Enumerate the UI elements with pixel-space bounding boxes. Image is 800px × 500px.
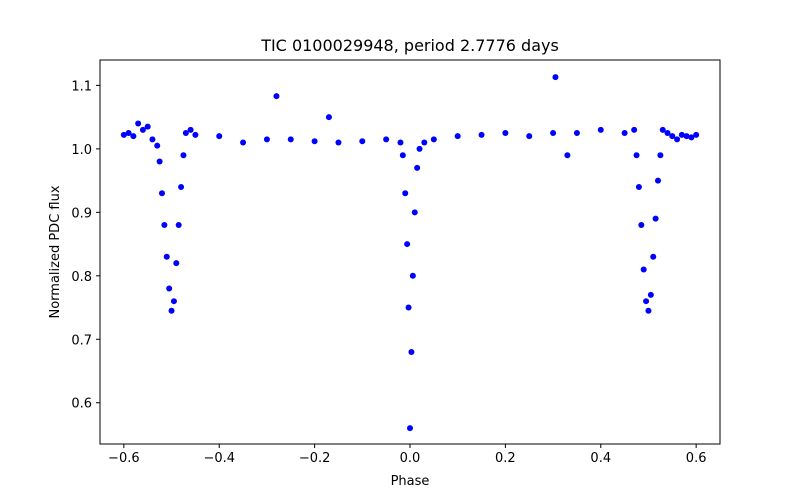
data-point — [638, 222, 645, 229]
data-point — [399, 152, 406, 159]
data-point — [552, 74, 559, 81]
data-point — [502, 129, 509, 136]
data-point — [631, 126, 638, 133]
data-point — [655, 177, 661, 184]
x-tick-label: −0.4 — [203, 451, 235, 466]
data-point — [159, 190, 165, 197]
data-point — [163, 253, 170, 260]
data-point — [408, 348, 415, 355]
data-point — [688, 134, 695, 141]
data-point — [187, 126, 194, 133]
data-point — [287, 136, 294, 143]
data-point — [161, 222, 168, 229]
data-point — [180, 152, 187, 159]
data-point — [693, 131, 700, 138]
x-tick-label: 0.6 — [686, 451, 707, 466]
data-point — [166, 285, 173, 292]
data-point — [273, 93, 280, 100]
data-point — [454, 133, 461, 140]
data-point — [130, 133, 137, 140]
data-point — [674, 136, 681, 143]
data-points — [120, 74, 700, 432]
x-tick-label: 0.0 — [400, 451, 421, 466]
y-tick-label: 1.0 — [71, 143, 92, 158]
data-point — [335, 139, 342, 146]
data-point — [383, 136, 390, 143]
data-point — [650, 253, 657, 260]
y-tick-label: 0.9 — [71, 206, 92, 221]
data-point — [573, 129, 580, 136]
data-point — [643, 298, 650, 305]
data-point — [409, 272, 416, 279]
x-axis-label: Phase — [391, 474, 430, 489]
data-point — [633, 152, 640, 159]
x-tick-label: 0.2 — [495, 451, 516, 466]
data-point — [635, 183, 642, 190]
data-point — [664, 129, 671, 136]
data-point — [120, 131, 127, 138]
x-tick-label: 0.4 — [590, 451, 611, 466]
data-point — [263, 136, 270, 143]
plot-area-frame — [99, 59, 721, 445]
y-tick-label: 1.1 — [71, 79, 92, 94]
data-point — [411, 209, 418, 216]
data-point — [192, 131, 199, 138]
y-tick-label: 0.8 — [71, 270, 92, 285]
data-point — [597, 126, 604, 133]
data-point — [325, 114, 332, 121]
data-point — [156, 158, 163, 165]
data-point — [430, 136, 437, 143]
data-point — [135, 120, 142, 127]
data-point — [621, 129, 628, 136]
data-point — [416, 145, 423, 152]
data-point — [564, 152, 571, 159]
data-point — [404, 241, 411, 248]
data-point — [311, 138, 318, 145]
data-point — [678, 131, 685, 138]
data-point — [402, 190, 409, 197]
data-point — [216, 133, 223, 140]
data-point — [659, 126, 666, 133]
data-point — [405, 304, 412, 311]
x-axis-ticks: −0.6 −0.4 −0.2 0.0 0.2 0.4 0.6 — [108, 444, 706, 466]
y-axis-label: Normalized PDC flux — [48, 185, 63, 318]
chart-title: TIC 0100029948, period 2.7776 days — [260, 36, 559, 55]
data-point — [178, 183, 185, 190]
data-point — [182, 129, 189, 136]
data-point — [657, 152, 664, 159]
x-tick-label: −0.6 — [108, 451, 140, 466]
data-point — [173, 260, 180, 267]
data-point — [175, 222, 182, 229]
data-point — [640, 266, 647, 273]
data-point — [683, 133, 690, 140]
data-point — [125, 129, 132, 136]
data-point — [645, 307, 652, 314]
data-point — [647, 291, 654, 298]
data-point — [478, 131, 485, 138]
data-point — [168, 307, 175, 314]
x-tick-label: −0.2 — [299, 451, 331, 466]
data-point — [421, 139, 428, 146]
data-point — [669, 133, 676, 140]
data-point — [240, 139, 247, 146]
y-tick-label: 0.6 — [71, 397, 92, 412]
data-point — [154, 142, 161, 149]
data-point — [139, 126, 146, 133]
y-axis-ticks: 0.6 0.7 0.8 0.9 1.0 1.1 — [71, 79, 100, 412]
data-point — [414, 164, 421, 171]
data-point — [407, 425, 413, 432]
y-tick-label: 0.7 — [71, 333, 92, 348]
data-point — [526, 133, 533, 140]
data-point — [359, 138, 366, 145]
data-point — [550, 129, 557, 136]
data-point — [149, 136, 156, 143]
data-point — [170, 298, 177, 305]
data-point — [397, 139, 404, 146]
data-point — [652, 215, 659, 222]
data-point — [144, 123, 151, 130]
